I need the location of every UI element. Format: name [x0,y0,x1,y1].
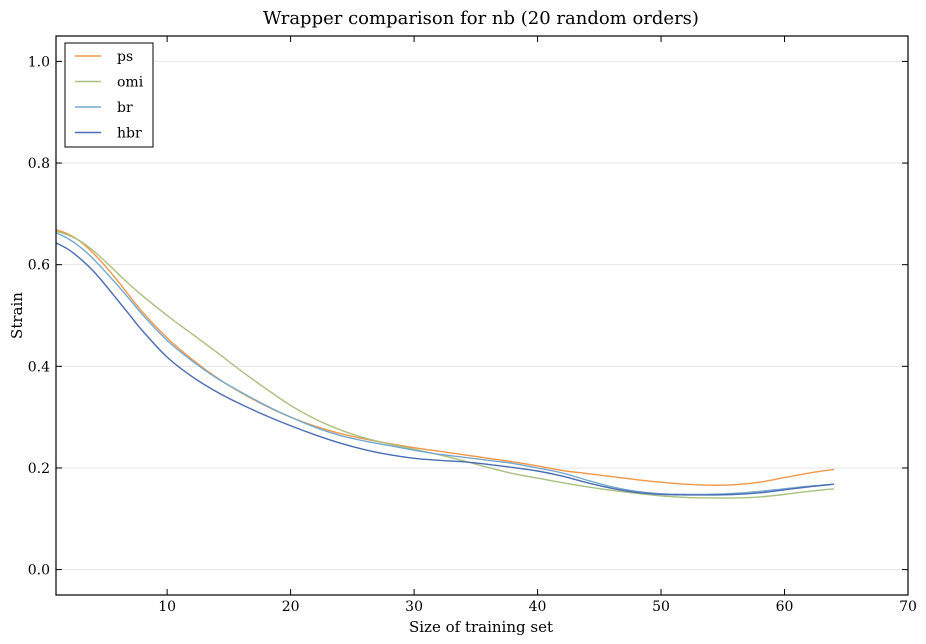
x-tick-label: 40 [529,599,547,615]
x-tick-label: 50 [652,599,670,615]
x-tick-label: 10 [158,599,176,615]
x-tick-label: 30 [405,599,423,615]
y-tick-label: 0.8 [28,156,50,172]
grid-lines [56,60,908,571]
x-axis-label: Size of training set [409,618,553,636]
legend-label-hbr: hbr [117,126,142,142]
series-line-ps [55,228,835,486]
y-axis-label: Strain [8,292,26,339]
y-tick-label: 0.2 [28,461,50,477]
x-tick-label: 20 [282,599,300,615]
y-tick-label: 0.0 [28,563,50,579]
series-line-hbr [55,242,834,496]
legend-label-br: br [117,100,133,116]
y-tick-label: 1.0 [28,54,50,70]
series-lines [55,228,835,499]
series-line-omi [55,230,834,499]
legend-box [64,42,154,148]
x-tick-label: 70 [899,599,917,615]
legend: ps omi br hbr [64,42,154,148]
y-tick-label: 0.4 [28,359,50,375]
legend-label-ps: ps [117,49,133,65]
axis-ticks: 0.0 0.2 0.4 0.6 0.8 1.0 10 20 30 40 50 60 70 [28,36,917,615]
legend-label-omi: omi [117,75,144,91]
x-tick-label: 60 [776,599,794,615]
chart-title: Wrapper comparison for nb (20 random ord… [263,8,699,29]
plot-area-frame [55,35,909,596]
y-tick-label: 0.6 [28,258,50,274]
